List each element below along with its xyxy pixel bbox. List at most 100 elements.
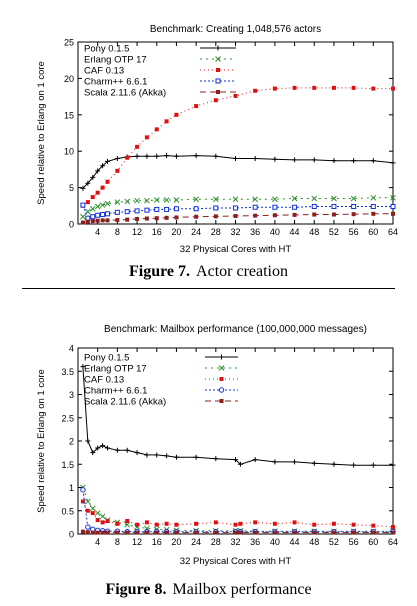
data-point <box>154 522 159 527</box>
data-point <box>100 212 106 218</box>
data-point <box>164 119 169 124</box>
x-tick-label: 36 <box>250 227 260 237</box>
legend-label: Pony 0.1.5 <box>84 44 129 55</box>
data-point <box>331 204 337 210</box>
y-tick-label: 3 <box>69 390 74 400</box>
x-axis-label: 32 Physical Cores with HT <box>180 244 292 255</box>
data-point <box>292 157 298 163</box>
data-point <box>95 168 101 174</box>
data-point <box>370 158 376 164</box>
data-point <box>252 196 259 203</box>
x-tick-label: 28 <box>211 537 221 547</box>
data-point <box>95 445 101 451</box>
x-tick-label: 44 <box>290 537 300 547</box>
data-point <box>164 530 169 535</box>
series-line <box>82 489 393 533</box>
data-point <box>164 153 170 159</box>
data-point <box>311 157 317 163</box>
data-point <box>311 204 317 210</box>
series-3 <box>80 85 395 208</box>
data-point <box>213 530 218 535</box>
legend-label: CAF 0.13 <box>84 66 124 77</box>
data-point <box>272 156 278 162</box>
x-tick-label: 4 <box>95 537 100 547</box>
data-point <box>80 487 86 493</box>
data-point <box>213 456 219 462</box>
figure-divider <box>22 288 395 289</box>
data-point <box>85 215 91 221</box>
data-point <box>292 520 297 525</box>
data-point <box>90 214 96 220</box>
chart-title: Benchmark: Creating 1,048,576 actors <box>150 24 321 35</box>
data-point <box>154 216 159 221</box>
data-point <box>125 155 130 160</box>
data-point <box>89 505 96 512</box>
data-point <box>164 215 169 220</box>
legend-marker <box>215 45 221 51</box>
data-point <box>104 200 111 207</box>
series-1 <box>80 153 396 191</box>
chart-title: Benchmark: Mailbox performance (100,000,… <box>104 324 367 335</box>
data-point <box>114 209 120 215</box>
figure-7-label: Figure 7. <box>129 263 191 280</box>
data-point <box>105 211 111 217</box>
figure-8: Benchmark: Mailbox performance (100,000,… <box>0 318 417 580</box>
data-point <box>124 198 131 205</box>
y-tick-label: 15 <box>64 110 74 120</box>
x-tick-label: 52 <box>329 537 339 547</box>
data-point <box>213 520 218 525</box>
data-point <box>90 530 95 535</box>
figure-8-caption: Figure 8. Mailbox performance <box>0 581 417 599</box>
legend-label: Charm++ 6.6.1 <box>84 77 147 88</box>
data-point <box>105 445 111 451</box>
data-point <box>85 438 91 444</box>
data-point <box>115 530 120 535</box>
data-point <box>144 520 149 525</box>
data-point <box>351 522 356 527</box>
x-tick-label: 60 <box>368 537 378 547</box>
legend-marker <box>218 387 225 393</box>
data-point <box>213 98 218 103</box>
data-point <box>95 212 101 218</box>
data-point <box>370 204 376 210</box>
x-tick-label: 24 <box>191 537 201 547</box>
data-point <box>114 199 121 206</box>
data-point <box>312 212 317 217</box>
data-point <box>370 194 377 201</box>
data-point <box>194 214 199 219</box>
data-point <box>390 204 396 210</box>
data-point <box>80 202 86 208</box>
data-point <box>105 530 110 535</box>
actor-creation-chart: Benchmark: Creating 1,048,576 actors 32 P… <box>36 24 398 255</box>
series-line <box>82 155 394 189</box>
data-point <box>233 93 238 98</box>
data-point <box>331 85 336 90</box>
data-point <box>153 197 160 203</box>
figure-7-caption-text: Actor creation <box>196 263 288 280</box>
x-tick-label: 36 <box>250 537 260 547</box>
data-point <box>233 530 238 535</box>
data-point <box>371 86 376 91</box>
data-point <box>80 499 85 504</box>
data-point <box>134 208 140 214</box>
data-point <box>95 190 100 195</box>
data-point <box>350 195 357 202</box>
x-tick-label: 56 <box>349 537 359 547</box>
x-tick-label: 20 <box>171 537 181 547</box>
data-point <box>80 529 85 534</box>
data-point <box>125 518 130 523</box>
data-point <box>89 205 96 212</box>
series-5 <box>80 211 395 225</box>
data-point <box>80 185 86 191</box>
data-point <box>272 213 277 218</box>
data-point <box>100 185 105 190</box>
data-point <box>252 204 258 210</box>
data-point <box>85 180 91 186</box>
data-point <box>312 85 317 90</box>
y-tick-label: 25 <box>64 38 74 48</box>
data-point <box>100 443 106 449</box>
data-point <box>237 461 243 467</box>
data-point <box>272 530 277 535</box>
y-axis-label: Speed relative to Erlang on 1 core <box>36 369 47 513</box>
data-point <box>193 196 199 203</box>
